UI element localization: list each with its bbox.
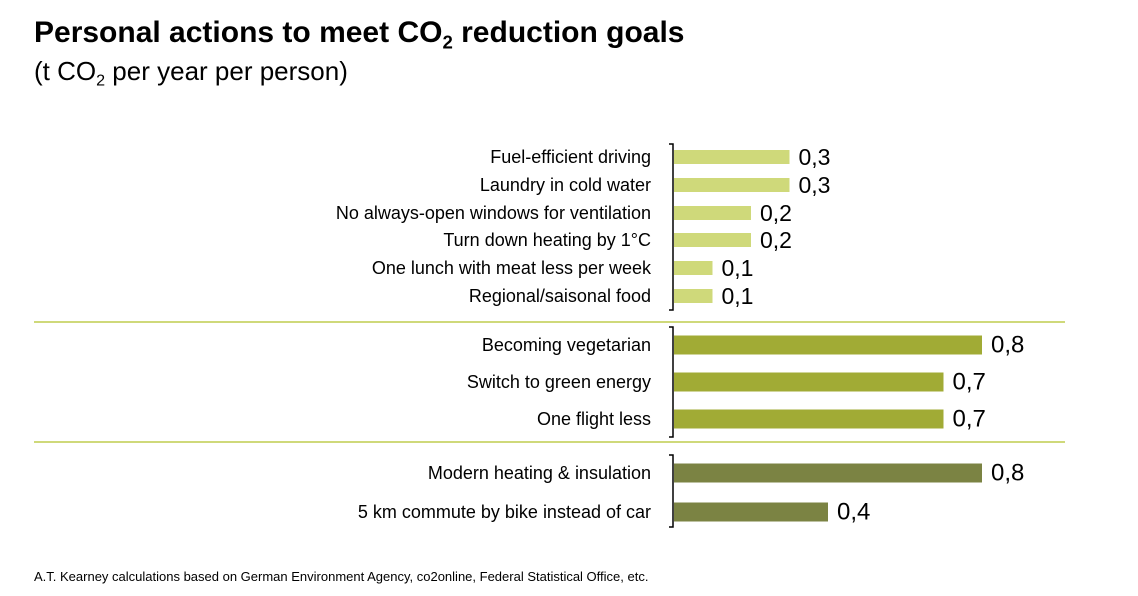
group-box-yearly: Yearly: [26, 334, 211, 438]
group-axis-bracket: [669, 143, 674, 311]
chart-subtitle-subscript: 2: [96, 71, 106, 90]
bar: [674, 335, 982, 355]
data-label: 0,8: [991, 460, 1024, 487]
group-label-yearly: Yearly: [86, 373, 151, 398]
category-label: One lunch with meat less per week: [372, 258, 652, 278]
data-label: 0,3: [799, 172, 831, 198]
bar: [674, 372, 944, 392]
source-footnote: A.T. Kearney calculations based on Germa…: [34, 569, 649, 584]
group-axis-bracket: [669, 326, 674, 438]
category-label: 5 km commute by bike instead of car: [358, 502, 651, 522]
bar: [674, 178, 790, 192]
data-label: 0,7: [953, 406, 986, 433]
category-label: One flight less: [537, 409, 651, 429]
bar: [674, 463, 982, 483]
chart-subtitle: (t CO2 per year per person): [34, 56, 348, 90]
bar: [674, 409, 944, 429]
category-label: Switch to green energy: [467, 372, 651, 392]
data-label: 0,2: [760, 227, 792, 253]
chart-subtitle-rest: per year per person): [105, 56, 348, 86]
category-label: No always-open windows for ventilation: [336, 203, 651, 223]
data-label: 0,3: [799, 144, 831, 170]
category-label: Becoming vegetarian: [482, 335, 651, 355]
bar: [674, 289, 713, 303]
bar: [674, 261, 713, 275]
category-label: Regional/saisonal food: [469, 286, 651, 306]
data-label: 0,1: [722, 255, 754, 281]
category-label: Fuel-efficient driving: [490, 147, 651, 167]
bar: [674, 502, 828, 522]
chart-title-rest: reduction goals: [452, 16, 685, 49]
data-label: 0,2: [760, 200, 792, 226]
chart-subtitle-main: (t CO: [34, 56, 97, 86]
group-axis-bracket: [669, 454, 674, 528]
group-box-daily-weekly: Daily / weekly: [26, 147, 211, 313]
chart-title-main: Personal actions to meet CO: [34, 16, 443, 49]
chart-title-subscript: 2: [442, 31, 453, 53]
data-label: 0,7: [953, 369, 986, 396]
bar: [674, 206, 751, 220]
group-box-long-term: Long-term: [26, 454, 211, 537]
category-label: Modern heating & insulation: [428, 463, 651, 483]
data-label: 0,4: [837, 499, 870, 526]
bar: [674, 233, 751, 247]
chart-title: Personal actions to meet CO2 reduction g…: [34, 16, 685, 53]
group-label-long-term: Long-term: [64, 482, 173, 508]
data-label: 0,8: [991, 332, 1024, 359]
data-label: 0,1: [722, 283, 754, 309]
category-label: Laundry in cold water: [480, 175, 651, 195]
bar: [674, 150, 790, 164]
category-label: Turn down heating by 1°C: [443, 230, 651, 250]
group-label-daily-weekly: Daily / weekly: [82, 204, 155, 255]
